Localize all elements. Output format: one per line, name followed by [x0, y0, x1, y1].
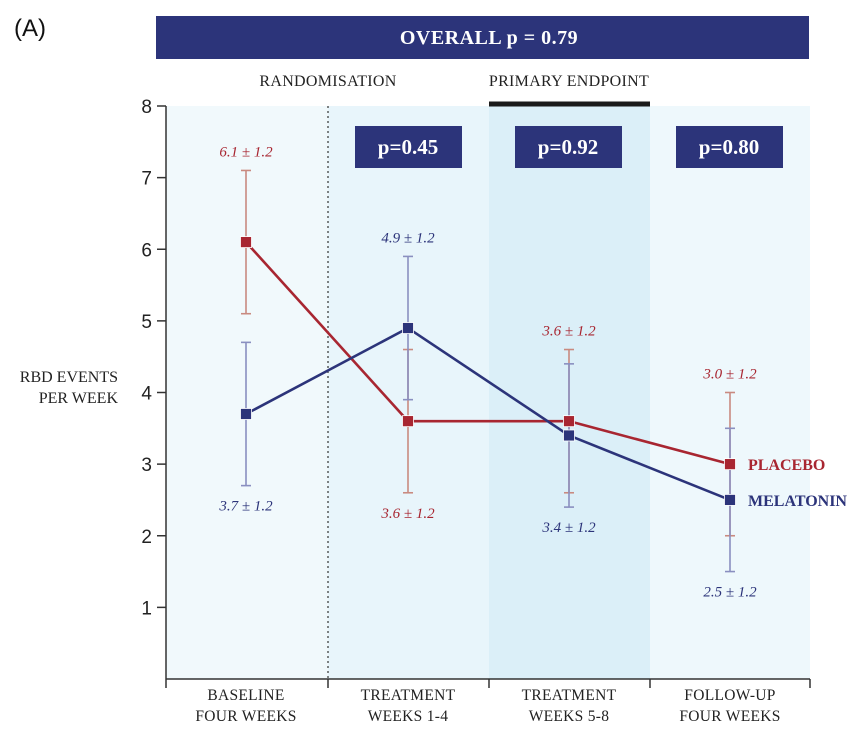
panel-label: (A)	[14, 15, 46, 42]
melatonin-value-label: 2.5 ± 1.2	[703, 585, 757, 601]
y-axis-label-line-2: PER WEEK	[39, 390, 119, 407]
melatonin-line	[245, 326, 731, 502]
primary-endpoint-label: PRIMARY ENDPOINT	[489, 73, 649, 90]
placebo-line	[245, 241, 731, 466]
placebo-value-label: 6.1 ± 1.2	[219, 144, 273, 160]
overall-banner	[156, 16, 809, 59]
y-tick-label: 8	[141, 97, 152, 118]
x-tick-label: TREATMENT	[361, 687, 456, 704]
p-value-box-weeks-5-8	[515, 126, 622, 168]
placebo-value-label: 3.6 ± 1.2	[541, 324, 596, 340]
x-tick-label: BASELINE	[207, 687, 284, 704]
p-value-box-follow-up	[676, 126, 783, 168]
p-value-weeks-5-8: p=0.92	[538, 135, 598, 159]
p-value-box-weeks-1-4	[355, 126, 462, 168]
placebo-point	[402, 415, 414, 428]
y-tick-label: 7	[141, 169, 152, 190]
x-ticks: BASELINE FOUR WEEKS TREATMENT WEEKS 1-4 TREA…	[165, 679, 811, 725]
series-layer	[240, 169, 736, 573]
band-baseline	[166, 106, 328, 679]
placebo-point	[724, 458, 736, 471]
placebo-point	[240, 236, 252, 248]
melatonin-value-label: 3.7 ± 1.2	[218, 499, 273, 515]
randomisation-label: RANDOMISATION	[259, 73, 396, 90]
melatonin-value-label: 3.4 ± 1.2	[541, 520, 596, 536]
y-axis-label-line-1: RBD EVENTS	[20, 369, 118, 386]
y-tick-label: 1	[141, 598, 152, 619]
y-tick-label: 4	[141, 384, 152, 405]
x-tick-label: FOUR WEEKS	[679, 708, 780, 725]
x-tick-label: TREATMENT	[522, 687, 617, 704]
p-value-weeks-1-4: p=0.45	[378, 135, 438, 159]
melatonin-point	[724, 494, 736, 506]
melatonin-series-label: MELATONIN	[748, 493, 847, 510]
placebo-point	[563, 415, 575, 428]
placebo-series-label: PLACEBO	[748, 457, 825, 474]
y-tick-label: 5	[141, 312, 152, 333]
melatonin-point	[402, 322, 414, 334]
y-tick-label: 3	[141, 455, 152, 476]
y-ticks: 1 2 3 4 5 6 7 8	[141, 97, 166, 619]
y-tick-label: 6	[141, 240, 152, 261]
x-tick-label: WEEKS 5-8	[529, 708, 610, 725]
placebo-value-label: 3.0 ± 1.2	[702, 367, 757, 383]
x-tick-label: WEEKS 1-4	[368, 708, 449, 725]
p-value-follow-up: p=0.80	[699, 135, 759, 159]
data-labels: 6.1 ± 1.2 3.6 ± 1.2 3.6 ± 1.2 3.0 ± 1.2 3.7 …	[218, 144, 847, 600]
melatonin-value-label: 4.9 ± 1.2	[381, 230, 435, 246]
placebo-value-label: 3.6 ± 1.2	[380, 506, 435, 522]
y-tick-label: 2	[141, 527, 152, 548]
melatonin-point	[240, 408, 252, 420]
melatonin-point	[563, 429, 575, 442]
x-tick-label: FOLLOW-UP	[684, 687, 775, 704]
x-tick-label: FOUR WEEKS	[195, 708, 296, 725]
overall-banner-text: OVERALL p = 0.79	[400, 27, 578, 49]
